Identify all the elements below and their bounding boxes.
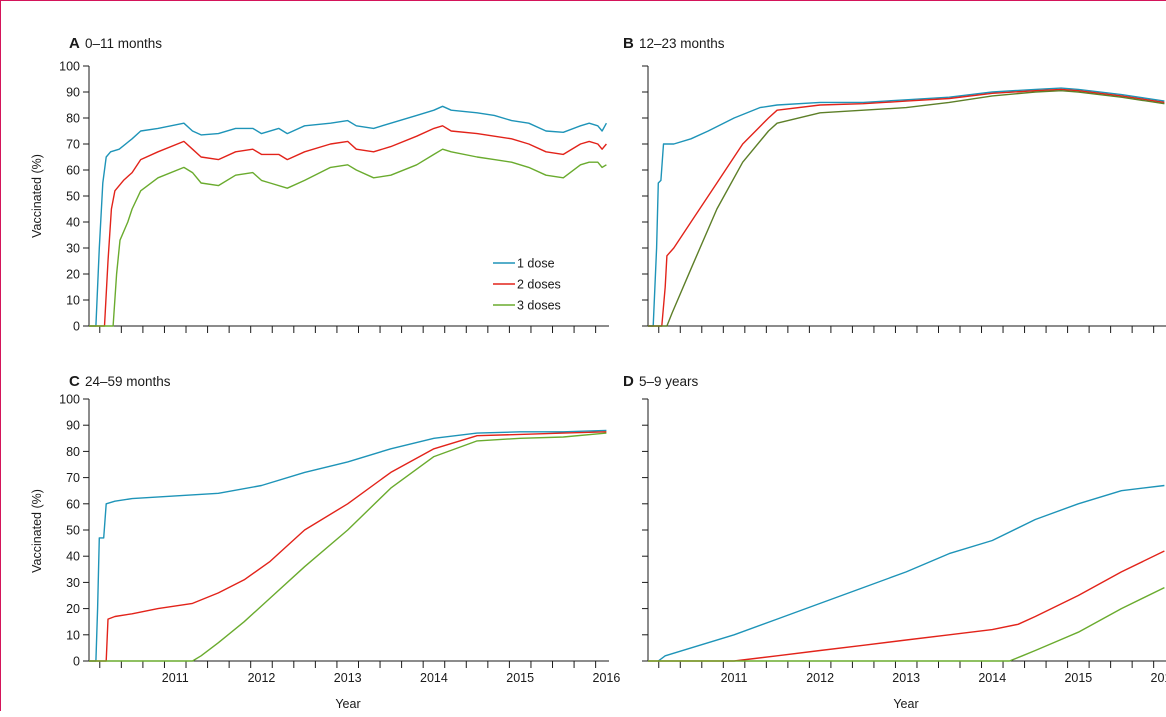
- legend-label: 2 doses: [517, 278, 561, 292]
- panel-c-y-axis-label: Vaccinated (%): [30, 489, 44, 573]
- x-tick-label: 2014: [420, 671, 448, 685]
- x-tick-label: 2012: [806, 671, 834, 685]
- panel-d-plot: 2011 2012 2013 2014 2015 2016: [642, 398, 1166, 685]
- panel-d-x-axis-label: Year: [893, 697, 918, 711]
- y-tick-label: 10: [66, 294, 80, 308]
- y-tick-label: 30: [66, 242, 80, 256]
- x-tick-label: 2013: [334, 671, 362, 685]
- y-tick-label: 10: [66, 628, 80, 642]
- x-tick-label: 2015: [1064, 671, 1092, 685]
- y-tick-label: 0: [73, 655, 80, 669]
- y-tick-label: 100: [59, 393, 80, 407]
- y-tick-label: 60: [66, 497, 80, 511]
- y-tick-label: 60: [66, 164, 80, 178]
- x-tick-label: 2014: [978, 671, 1006, 685]
- y-tick-label: 50: [66, 190, 80, 204]
- x-tick-label: 2011: [162, 671, 189, 685]
- y-tick-label: 50: [66, 524, 80, 538]
- legend-label: 3 doses: [517, 299, 561, 313]
- panel-b-letter: B: [623, 35, 634, 52]
- panel-a-letter: A: [69, 35, 80, 52]
- panel-c-plot: 0 10 20 30 40 50 60 70 80 90 100 2011 2012 2013 2014 20…: [59, 393, 620, 686]
- y-tick-label: 70: [66, 471, 80, 485]
- panel-a-plot: 0 10 20 30 40 50 60 70 80 90 100 1 dose 2 doses 3 dos…: [59, 60, 609, 334]
- y-tick-label: 40: [66, 550, 80, 564]
- panel-d: D 5–9 years Year 20112012201320142015201…: [623, 373, 1166, 711]
- y-tick-label: 90: [66, 86, 80, 100]
- y-tick-label: 80: [66, 112, 80, 126]
- panel-a-y-axis-label: Vaccinated (%): [30, 154, 44, 238]
- x-tick-label: 2013: [892, 671, 920, 685]
- panel-b-title: 12–23 months: [639, 36, 725, 51]
- panel-c-series-line-1: [89, 429, 607, 662]
- panel-d-series-line-2: [648, 550, 1165, 662]
- y-tick-label: 100: [59, 60, 80, 74]
- panel-b-plot: [642, 65, 1166, 333]
- y-tick-label: 30: [66, 576, 80, 590]
- panel-c-letter: C: [69, 373, 80, 390]
- panel-c-series-line-2: [89, 431, 607, 662]
- panel-c-x-axis-label: Year: [335, 697, 360, 711]
- x-tick-label: 2015: [506, 671, 534, 685]
- y-tick-label: 0: [73, 320, 80, 334]
- y-tick-label: 70: [66, 138, 80, 152]
- x-tick-label: 2016: [1151, 671, 1166, 685]
- panel-d-letter: D: [623, 373, 634, 390]
- panel-b: B 12–23 months: [623, 35, 1166, 333]
- panel-a-series-line-1: [89, 105, 608, 327]
- y-tick-label: 80: [66, 445, 80, 459]
- panel-b-series-line-2: [648, 88, 1165, 327]
- panel-d-series-line-3: [648, 586, 1165, 662]
- panel-b-series-line-3: [648, 90, 1165, 327]
- x-tick-label: 2011: [721, 671, 748, 685]
- panel-c-series-line-3: [89, 432, 607, 662]
- y-tick-label: 20: [66, 602, 80, 616]
- panel-a-title: 0–11 months: [85, 36, 162, 51]
- panel-d-series-line-1: [657, 484, 1165, 662]
- panel-c: C 24–59 months Vaccinated (%) Year 0 10 20…: [30, 373, 620, 711]
- y-tick-label: 90: [66, 419, 80, 433]
- panel-a-series-line-3: [89, 148, 607, 327]
- y-tick-label: 40: [66, 216, 80, 230]
- panel-a: A 0–11 months Vaccinated (%) 0 10 20 30 40 50…: [30, 35, 609, 334]
- x-tick-label: 2016: [593, 671, 621, 685]
- panel-b-series-line-1: [648, 87, 1165, 327]
- panel-c-title: 24–59 months: [85, 374, 171, 389]
- y-tick-label: 20: [66, 268, 80, 282]
- legend-label: 1 dose: [517, 257, 555, 271]
- x-tick-label: 2012: [248, 671, 276, 685]
- panel-d-title: 5–9 years: [639, 374, 699, 389]
- panel-a-series-line-2: [89, 125, 607, 327]
